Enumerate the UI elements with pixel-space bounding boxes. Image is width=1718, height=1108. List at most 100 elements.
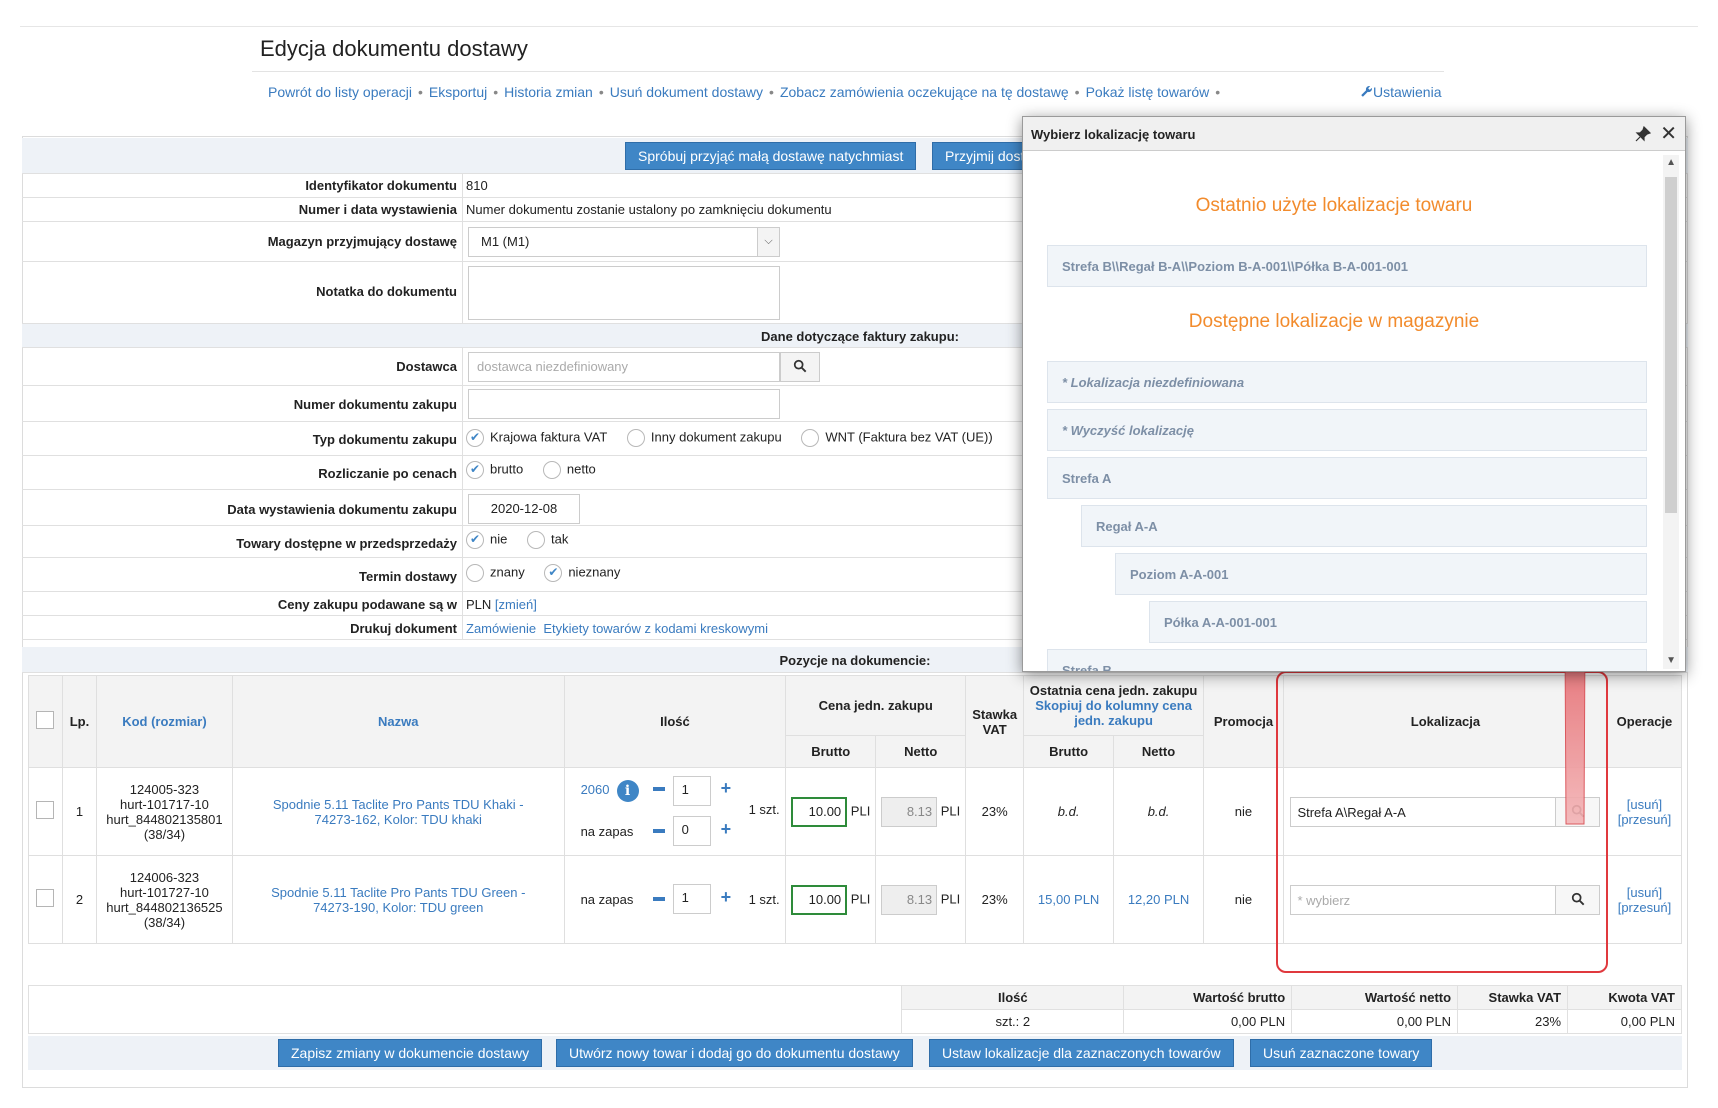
location-rack-aa-item[interactable]: Regał A-A — [1081, 505, 1647, 547]
pricing-options: brutto netto — [466, 461, 612, 479]
delivery-term-option-label: nieznany — [568, 564, 621, 580]
purchase-date-input[interactable]: 2020-12-08 — [468, 494, 580, 524]
note-textarea[interactable] — [468, 266, 780, 320]
nav-export-link[interactable]: Eksportuj — [428, 84, 488, 100]
move-row-link[interactable]: [przesuń] — [1617, 811, 1672, 827]
location-search-button[interactable] — [1555, 885, 1600, 914]
plus-icon[interactable]: + — [720, 818, 732, 839]
brutto-input[interactable]: 10.00 — [791, 884, 848, 915]
qty-input[interactable]: 1 — [672, 883, 711, 914]
supplier-input[interactable]: dostawca niezdefiniowany — [468, 352, 780, 382]
currency-change-link[interactable]: [zmień] — [494, 597, 537, 612]
presale-option-label: tak — [550, 531, 569, 547]
brutto-input[interactable]: 10.00 — [791, 796, 848, 827]
page-title: Edycja dokumentu dostawy — [260, 36, 528, 61]
name-header[interactable]: Nazwa — [231, 675, 565, 768]
minus-icon[interactable] — [652, 828, 665, 833]
set-locations-button[interactable]: Ustaw lokalizacje dla zaznaczonych towar… — [929, 1039, 1234, 1067]
warehouse-select[interactable]: M1 (M1) ⌵ — [468, 227, 780, 257]
location-clear-item[interactable]: * Wyczyść lokalizację — [1047, 409, 1647, 451]
radio-checked-icon — [466, 429, 484, 447]
delivery-term-option-known[interactable]: znany — [466, 564, 525, 582]
nav-back-link[interactable]: Powrót do listy operacji — [268, 84, 412, 100]
location-zone-b-item[interactable]: Strefa B — [1047, 649, 1647, 671]
location-level-aa001-item[interactable]: Poziom A-A-001 — [1115, 553, 1647, 595]
row-ops: [usuń] [przesuń] — [1606, 855, 1683, 944]
select-all-checkbox[interactable] — [36, 711, 55, 729]
scroll-up-icon[interactable]: ▲ — [1666, 157, 1676, 168]
purchase-number-input[interactable] — [468, 389, 780, 419]
nav-delete-link[interactable]: Usuń dokument dostawy — [609, 84, 764, 100]
copy-price-link[interactable]: Skopiuj do kolumny cena jedn. zakupu — [1035, 698, 1192, 728]
location-zone-a-item[interactable]: Strefa A — [1047, 457, 1647, 499]
print-order-link[interactable]: Zamówienie — [466, 621, 537, 636]
delete-row-link[interactable]: [usuń] — [1626, 884, 1663, 900]
location-input[interactable]: Strefa A\Regał A-A — [1290, 796, 1601, 827]
qty-input[interactable]: 1 — [672, 775, 711, 806]
row-promo: nie — [1202, 855, 1284, 944]
location-input[interactable]: * wybierz — [1290, 884, 1601, 915]
price-brutto-header: Brutto — [785, 735, 877, 768]
doc-type-option-domestic[interactable]: Krajowa faktura VAT — [466, 429, 607, 447]
recent-location-item[interactable]: Strefa B\\Regał B-A\\Poziom B-A-001\\Pół… — [1047, 245, 1647, 287]
location-placeholder: * wybierz — [1297, 892, 1351, 908]
save-changes-button[interactable]: Zapisz zmiany w dokumencie dostawy — [278, 1039, 543, 1067]
supplier-search-button[interactable] — [780, 352, 820, 382]
pricing-option-netto[interactable]: netto — [542, 461, 596, 479]
nav-pending-orders-link[interactable]: Zobacz zamówienia oczekujące na tę dosta… — [779, 84, 1069, 100]
row-promo: nie — [1202, 767, 1284, 856]
delete-row-link[interactable]: [usuń] — [1626, 796, 1663, 812]
nav-history-link[interactable]: Historia zmian — [504, 84, 593, 100]
netto-input: 8.13 — [881, 796, 938, 827]
row-name-link[interactable]: Spodnie 5.11 Taclite Pro Pants TDU Khaki… — [231, 767, 565, 856]
presale-option-yes[interactable]: tak — [526, 531, 569, 549]
minus-icon[interactable] — [652, 786, 665, 791]
delete-selected-button[interactable]: Usuń zaznaczone towary — [1250, 1039, 1433, 1067]
pin-icon[interactable] — [1635, 126, 1651, 142]
doc-type-option-label: Inny dokument zakupu — [650, 429, 782, 445]
purchase-number-label: Numer dokumentu zakupu — [293, 397, 457, 412]
supplier-placeholder: dostawca niezdefiniowany — [477, 359, 629, 374]
minus-icon[interactable] — [652, 896, 665, 901]
location-undefined-item[interactable]: * Lokalizacja niezdefiniowana — [1047, 361, 1647, 403]
doc-type-option-wnt[interactable]: WNT (Faktura bez VAT (UE)) — [801, 429, 993, 447]
doc-type-options: Krajowa faktura VAT Inny dokument zakupu… — [466, 429, 1009, 447]
delivery-term-option-unknown[interactable]: nieznany — [544, 564, 620, 582]
accept-small-delivery-button[interactable]: Spróbuj przyjąć małą dostawę natychmiast — [625, 142, 917, 170]
scroll-down-icon[interactable]: ▼ — [1666, 655, 1676, 666]
row-select-cell — [28, 767, 63, 856]
presale-option-no[interactable]: nie — [466, 531, 507, 549]
reserve-input[interactable]: 0 — [672, 815, 711, 846]
dialog-title: Wybierz lokalizację towaru — [1031, 127, 1196, 142]
search-icon — [793, 359, 807, 373]
close-icon[interactable]: ✕ — [1660, 123, 1677, 145]
row-pricing: Rozliczanie po cenach brutto netto — [22, 456, 1688, 490]
plus-icon[interactable]: + — [720, 777, 732, 798]
row-checkbox[interactable] — [36, 801, 55, 819]
reserve-label: na zapas — [580, 823, 634, 839]
unit-label: 1 szt. — [748, 891, 780, 907]
accept-delivery-button[interactable]: Przyjmij dost — [932, 142, 1038, 170]
info-icon[interactable]: i — [616, 779, 639, 802]
pricing-option-brutto[interactable]: brutto — [466, 461, 523, 479]
settings-link[interactable]: Ustawienia — [1360, 84, 1441, 100]
create-product-button[interactable]: Utwórz nowy towar i dodaj go do dokument… — [556, 1039, 913, 1067]
dialog-scroll-thumb[interactable] — [1665, 177, 1677, 513]
plus-icon[interactable]: + — [720, 886, 732, 907]
nav-product-list-link[interactable]: Pokaż listę towarów — [1085, 84, 1210, 100]
row-last-brutto[interactable]: 15,00 PLN — [1023, 855, 1115, 944]
pricing-label: Rozliczanie po cenach — [318, 466, 457, 481]
presale-label: Towary dostępne w przedsprzedaży — [236, 536, 457, 551]
move-row-link[interactable]: [przesuń] — [1617, 899, 1672, 915]
print-barcode-labels-link[interactable]: Etykiety towarów z kodami kreskowymi — [543, 621, 768, 636]
code-header[interactable]: Kod (rozmiar) — [95, 675, 233, 768]
row-code-line: (38/34) — [143, 914, 186, 930]
row-name-link[interactable]: Spodnie 5.11 Taclite Pro Pants TDU Green… — [231, 855, 565, 944]
location-shelf-aa001001-item[interactable]: Półka A-A-001-001 — [1149, 601, 1647, 643]
row-checkbox[interactable] — [36, 889, 55, 907]
stock-link[interactable]: 2060 — [580, 781, 610, 797]
wrench-icon — [1361, 86, 1372, 97]
row-last-netto[interactable]: 12,20 PLN — [1113, 855, 1204, 944]
available-locations-heading: Dostępne lokalizacje w magazynie — [1188, 311, 1480, 332]
doc-type-option-other[interactable]: Inny dokument zakupu — [626, 429, 782, 447]
